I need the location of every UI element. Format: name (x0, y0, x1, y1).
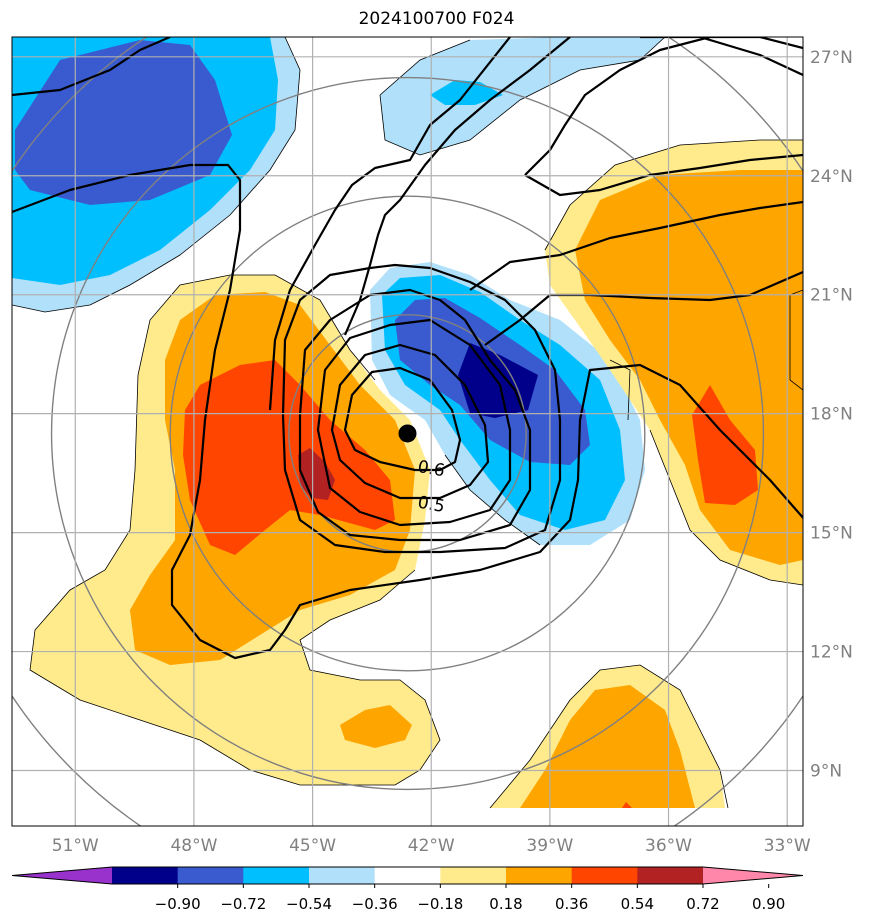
contour-east-3 (484, 270, 803, 346)
contour-east-1 (524, 153, 803, 197)
fill-orange-sw-blob (340, 705, 412, 748)
threshold-outline-contours (12, 37, 803, 809)
contour-ne-upper (12, 37, 171, 97)
latitude-labels: 9°N 12°N 15°N 18°N 21°N 24°N 27°N (810, 48, 853, 782)
lon-label-6: 33°W (764, 836, 811, 856)
gridlines (12, 37, 803, 826)
colorbar-tick-label-1: −0.72 (220, 895, 266, 913)
fill-orange-red-east (692, 385, 758, 505)
bold-contours (12, 37, 803, 660)
contour-ring-5 (281, 263, 562, 554)
colorbar-tick-label-9: 0.90 (752, 895, 785, 913)
lon-label-3: 42°W (408, 836, 455, 856)
lon-label-5: 36°W (645, 836, 692, 856)
range-ring-1 (169, 195, 646, 672)
outline-center-gap (609, 359, 631, 421)
lat-label-2: 15°N (810, 524, 853, 544)
contour-central-north (343, 37, 571, 336)
storm-center-marker (398, 424, 417, 443)
contour-ring-4 (298, 288, 532, 542)
contour-ring-3 (316, 318, 512, 527)
contour-ring-1 (343, 366, 462, 472)
fill-orange-red-se-sliver (622, 802, 632, 808)
outline-nw (12, 37, 301, 313)
lon-label-2: 45°W (289, 836, 336, 856)
lon-label-4: 39°W (526, 836, 573, 856)
colorbar-outline (11, 866, 804, 885)
fill-orange-red-west (183, 360, 395, 555)
lat-label-3: 18°N (810, 405, 853, 425)
lat-label-0: 9°N (810, 761, 842, 781)
lon-label-1: 48°W (170, 836, 217, 856)
colorbar-extend-high (703, 867, 803, 884)
colorbar-bin-5 (440, 867, 507, 884)
colorbar-tick-label-8: 0.72 (686, 895, 719, 913)
outline-se (489, 664, 729, 809)
colorbar-bin-3 (309, 867, 376, 884)
colorbar-tick-label-2: −0.54 (286, 895, 332, 913)
colorbar-tick-label-4: −0.18 (417, 895, 463, 913)
colorbar-tick-label-3: −0.36 (352, 895, 398, 913)
lat-label-4: 21°N (810, 286, 853, 306)
outline-n (379, 37, 666, 156)
colorbar: −0.90 −0.72 −0.54 −0.36 −0.18 0.18 0.36 0.54 0.7… (11, 866, 804, 913)
contour-big-open (12, 163, 803, 660)
lat-label-6: 27°N (810, 48, 853, 68)
colorbar-bin-6 (506, 867, 573, 884)
contour-nw-upper (640, 37, 803, 76)
contour-east-2 (469, 200, 803, 291)
lat-label-5: 24°N (810, 167, 853, 187)
positive-anomaly-fills (30, 140, 803, 808)
fill-orange-se (520, 685, 695, 808)
longitude-labels: 51°W 48°W 45°W 42°W 39°W 36°W 33°W (52, 836, 811, 856)
colorbar-bin-8 (637, 867, 704, 884)
colorbar-bin-0 (112, 867, 179, 884)
fill-royal-blue-nw (15, 40, 232, 205)
lon-label-0: 51°W (52, 836, 99, 856)
outline-east (544, 139, 803, 586)
contour-west-s (268, 37, 511, 411)
colorbar-tick-label-7: 0.54 (621, 895, 654, 913)
colorbar-tick-label-5: 0.18 (489, 895, 522, 913)
colorbar-bin-2 (243, 867, 310, 884)
colorbar-tick-label-6: 0.36 (555, 895, 588, 913)
lat-label-1: 12°N (810, 643, 853, 663)
colorbar-bin-1 (177, 867, 244, 884)
range-ring-2 (50, 76, 765, 791)
colorbar-bin-7 (571, 867, 638, 884)
map-title: 2024100700 F024 (358, 9, 515, 29)
contour-ring-2 (330, 343, 490, 500)
colorbar-tick-label-0: −0.90 (155, 895, 201, 913)
colorbar-bin-4 (374, 867, 441, 884)
colorbar-extend-low (12, 867, 112, 884)
map-frame (11, 36, 804, 827)
